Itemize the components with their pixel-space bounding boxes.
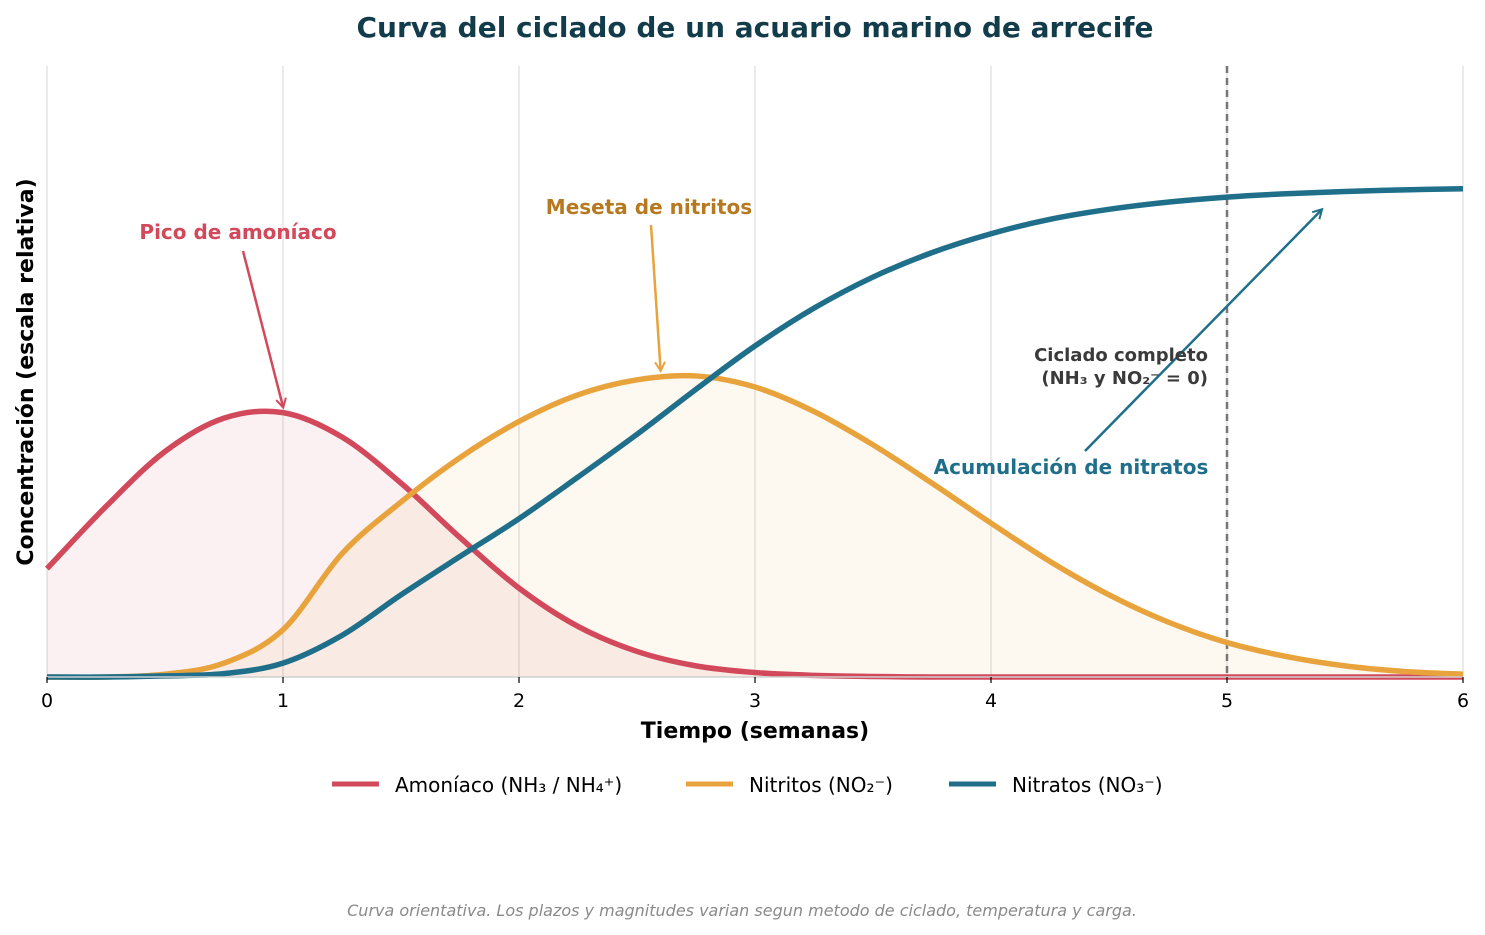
series-area-nitrite xyxy=(47,375,1463,678)
series-line-nitrite xyxy=(46,372,1464,680)
annotation-nitrate-arrow xyxy=(1084,210,1321,452)
annotation-ammonia-arrow xyxy=(241,250,283,407)
annotation-nitrite-plateau: Meseta de nitritos xyxy=(546,195,752,219)
series-line-nitrate xyxy=(46,186,1464,680)
x-axis-label: Tiempo (semanas) xyxy=(641,719,869,744)
x-ticks: 0 1 2 3 4 5 6 xyxy=(41,677,1469,712)
legend-label-nitrate: Nitratos (NO₃⁻) xyxy=(1012,773,1163,797)
x-tick-label-3: 3 xyxy=(749,690,761,712)
annotation-ammonia-peak: Pico de amoníaco xyxy=(139,220,336,244)
chart-title: Curva del ciclado de un acuario marino d… xyxy=(356,11,1153,44)
series-area-ammonia xyxy=(47,411,1463,678)
x-tick-label-2: 2 xyxy=(513,690,525,712)
legend-label-nitrite: Nitritos (NO₂⁻) xyxy=(749,773,893,797)
annotation-nitrite-arrow xyxy=(649,224,661,370)
legend: Amoníaco (NH₃ / NH₄⁺) Nitritos (NO₂⁻) Ni… xyxy=(332,773,1163,797)
x-tick-label-0: 0 xyxy=(41,690,53,712)
x-tick-label-6: 6 xyxy=(1457,690,1469,712)
footnote: Curva orientativa. Los plazos y magnitud… xyxy=(347,901,1137,920)
annotation-cycle-complete-line2: (NH₃ y NO₂⁻ = 0) xyxy=(1041,368,1208,389)
annotation-nitrate-accumulation: Acumulación de nitratos xyxy=(934,455,1209,479)
annotation-cycle-complete-line1: Ciclado completo xyxy=(1034,345,1208,366)
x-tick-label-5: 5 xyxy=(1221,690,1233,712)
x-tick-label-4: 4 xyxy=(985,690,997,712)
legend-label-ammonia: Amoníaco (NH₃ / NH₄⁺) xyxy=(395,773,622,797)
x-tick-label-1: 1 xyxy=(277,690,289,712)
y-axis-label: Concentración (escala relativa) xyxy=(14,178,39,565)
series-fills xyxy=(47,375,1463,678)
